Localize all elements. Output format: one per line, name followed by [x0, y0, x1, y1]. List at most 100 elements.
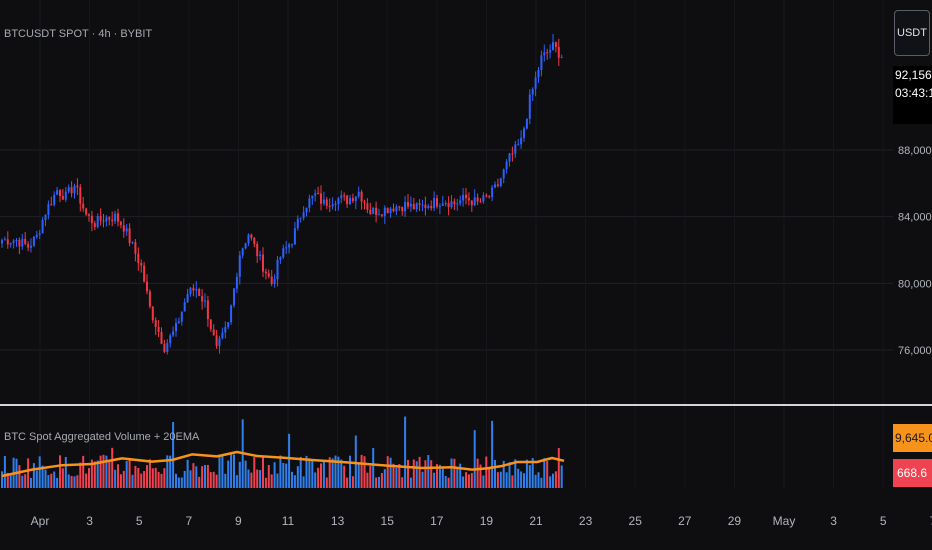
volume-bar — [108, 459, 111, 488]
candle-body — [523, 128, 525, 138]
candle-body — [491, 187, 494, 198]
volume-bar — [235, 475, 238, 488]
candle-body — [183, 302, 186, 312]
candle-body — [296, 218, 299, 229]
candle-body — [476, 197, 479, 202]
candle-body — [322, 199, 325, 204]
volume-bar — [47, 475, 50, 488]
candle-body — [459, 200, 462, 204]
volume-bar — [395, 467, 398, 488]
candle-body — [505, 161, 508, 170]
candle-body — [12, 240, 15, 243]
candle-body — [85, 208, 88, 215]
candle-body — [212, 329, 215, 336]
candle-body — [15, 239, 18, 241]
volume-bar — [50, 473, 53, 488]
volume-bar — [444, 475, 447, 488]
candle-body — [392, 208, 395, 212]
volume-bar — [82, 455, 85, 488]
candle-body — [241, 248, 244, 256]
volume-bar — [151, 468, 154, 488]
candle-body — [351, 197, 354, 202]
candle-body — [499, 178, 502, 186]
volume-bar — [386, 456, 389, 488]
candle-body — [189, 287, 192, 295]
volume-bar — [424, 460, 427, 488]
volume-series — [1, 416, 563, 488]
candle-body — [146, 281, 148, 292]
volume-bar — [322, 459, 325, 488]
volume-bar — [302, 476, 305, 488]
candle-body — [137, 253, 140, 264]
volume-bar — [9, 474, 12, 488]
volume-bar — [27, 458, 30, 488]
candle-body — [270, 276, 273, 285]
volume-bar — [32, 463, 35, 488]
candle-body — [151, 306, 154, 321]
volume-bar — [24, 474, 27, 488]
candle-body — [88, 214, 90, 216]
candle-body — [108, 217, 111, 220]
candle-body — [427, 205, 430, 209]
volume-bar — [291, 471, 293, 488]
y-tick-label: 76,000.0 — [898, 345, 932, 357]
last-price-label: 92,156.7 03:43:11 — [893, 66, 932, 124]
candle-body — [291, 244, 293, 246]
candle-body — [488, 196, 491, 198]
volume-bar — [433, 472, 436, 488]
time-axis[interactable]: Apr357911131517192123252729May3579 — [31, 514, 932, 528]
volume-bar — [102, 454, 105, 488]
volume-bar — [357, 462, 360, 488]
candle-body — [38, 233, 41, 235]
volume-bar — [436, 464, 438, 488]
volume-bar — [447, 477, 450, 488]
candle-body — [114, 213, 117, 222]
volume-bar — [76, 475, 79, 488]
currency-button[interactable]: USDT — [894, 10, 930, 56]
volume-bar — [244, 460, 247, 488]
volume-bar — [372, 448, 375, 488]
volume-bar — [238, 461, 241, 488]
candle-body — [238, 255, 241, 277]
candle-body — [1, 240, 3, 244]
volume-bar — [467, 474, 470, 488]
volume-bar — [105, 455, 108, 488]
volume-bar — [537, 472, 540, 488]
volume-bar — [378, 476, 380, 488]
volume-bar — [146, 465, 148, 488]
volume-bar — [59, 455, 61, 488]
volume-bar — [206, 464, 209, 488]
candle-body — [24, 238, 27, 244]
candle-body — [131, 242, 134, 244]
volume-bar — [250, 472, 253, 488]
candle-body — [227, 322, 230, 328]
candle-body — [180, 311, 183, 322]
candle-body — [218, 338, 221, 346]
volume-bar — [407, 459, 409, 488]
candle-body — [259, 254, 262, 257]
volume-bar — [514, 459, 517, 488]
volume-pane-title: BTC Spot Aggregated Volume + 20EMA — [4, 431, 200, 443]
candle-body — [305, 207, 308, 213]
price-axis[interactable]: 88,000.0 84,000.0 80,000.0 76,000.0 — [898, 145, 932, 357]
volume-bar — [70, 476, 73, 488]
volume-bar — [488, 466, 491, 488]
candle-body — [285, 247, 288, 249]
candle-body — [293, 228, 296, 245]
candle-body — [320, 193, 322, 204]
volume-bar — [311, 459, 314, 488]
candle-body — [172, 331, 175, 336]
x-tick-label: 19 — [480, 514, 494, 528]
volume-bar — [73, 476, 76, 488]
volume-bar — [111, 447, 114, 488]
bar-countdown: 03:43:11 — [895, 86, 932, 100]
volume-bar — [212, 471, 215, 488]
volume-bar — [528, 465, 531, 488]
candle-body — [157, 326, 160, 332]
volume-bar — [218, 454, 221, 488]
x-tick-label: 3 — [86, 514, 93, 528]
x-tick-label: 5 — [880, 514, 887, 528]
volume-bar — [554, 471, 557, 488]
